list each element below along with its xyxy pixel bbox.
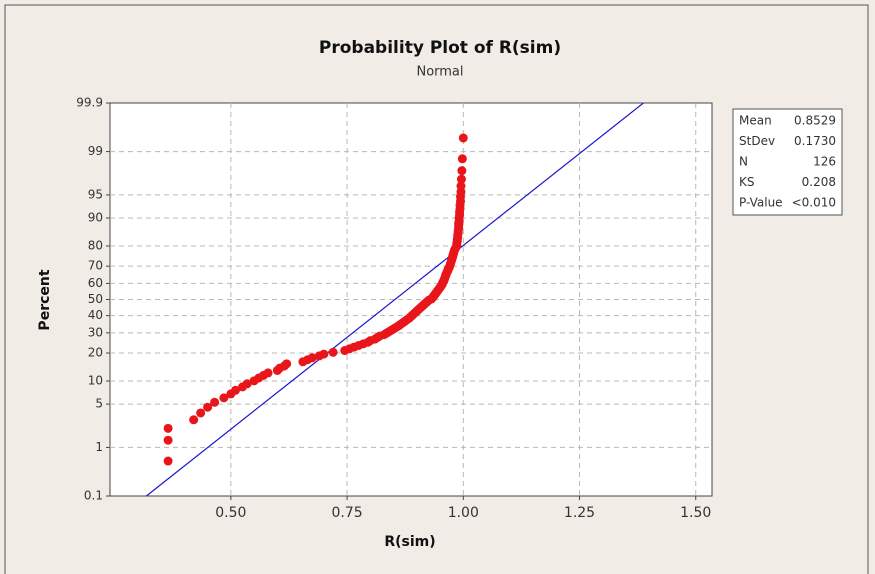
chart-title: Probability Plot of R(sim) [319, 38, 561, 58]
data-point [163, 423, 173, 433]
stat-label: KS [739, 175, 755, 189]
data-point [196, 408, 206, 418]
data-point [457, 154, 467, 164]
data-point [210, 397, 220, 407]
x-tick-label: 1.00 [448, 505, 479, 521]
stat-label: N [739, 155, 748, 169]
y-tick-label: 10 [88, 373, 103, 387]
x-tick-label: 0.50 [215, 505, 246, 521]
data-point [163, 435, 173, 445]
data-point [456, 181, 466, 191]
y-tick-label: 60 [88, 276, 103, 290]
data-point [219, 393, 229, 403]
y-tick-label: 40 [88, 308, 103, 322]
y-tick-label: 99 [88, 144, 103, 158]
chart-subtitle: Normal [416, 65, 463, 80]
data-point [319, 349, 329, 359]
data-point [203, 402, 213, 412]
data-point [456, 174, 466, 184]
data-point [163, 456, 173, 466]
data-point [189, 415, 199, 425]
y-tick-label: 70 [88, 259, 103, 273]
data-point [263, 368, 273, 378]
y-tick-label: 30 [88, 325, 103, 339]
stats-box [732, 108, 843, 216]
stat-label: StDev [739, 134, 775, 148]
data-point [307, 353, 317, 363]
y-tick-label: 1 [95, 440, 103, 454]
data-point [328, 347, 338, 357]
stat-label: P-Value [739, 196, 783, 210]
x-tick-label: 0.75 [331, 505, 362, 521]
data-point [242, 379, 252, 389]
stat-value: 0.8529 [794, 114, 836, 128]
stat-value: <0.010 [792, 196, 836, 210]
y-axis-label: Percent [37, 269, 53, 330]
y-tick-label: 20 [88, 346, 103, 360]
x-axis-label: R(sim) [384, 534, 435, 550]
data-point [458, 133, 468, 143]
y-tick-label: 5 [95, 397, 103, 411]
x-tick-label: 1.50 [680, 505, 711, 521]
stat-value: 0.208 [802, 175, 836, 189]
fit-line [146, 103, 645, 496]
frame [4, 4, 869, 574]
y-tick-label: 99.9 [76, 96, 103, 110]
y-tick-label: 0.1 [84, 489, 103, 503]
y-tick-label: 50 [88, 292, 103, 306]
data-point [457, 166, 467, 176]
data-point [282, 359, 292, 369]
y-tick-label: 80 [88, 238, 103, 252]
y-tick-label: 90 [88, 211, 103, 225]
stat-label: Mean [739, 114, 772, 128]
x-tick-label: 1.25 [564, 505, 595, 521]
stat-value: 0.1730 [794, 134, 836, 148]
stat-value: 126 [813, 155, 836, 169]
data-point [231, 385, 241, 395]
y-tick-label: 95 [88, 187, 103, 201]
